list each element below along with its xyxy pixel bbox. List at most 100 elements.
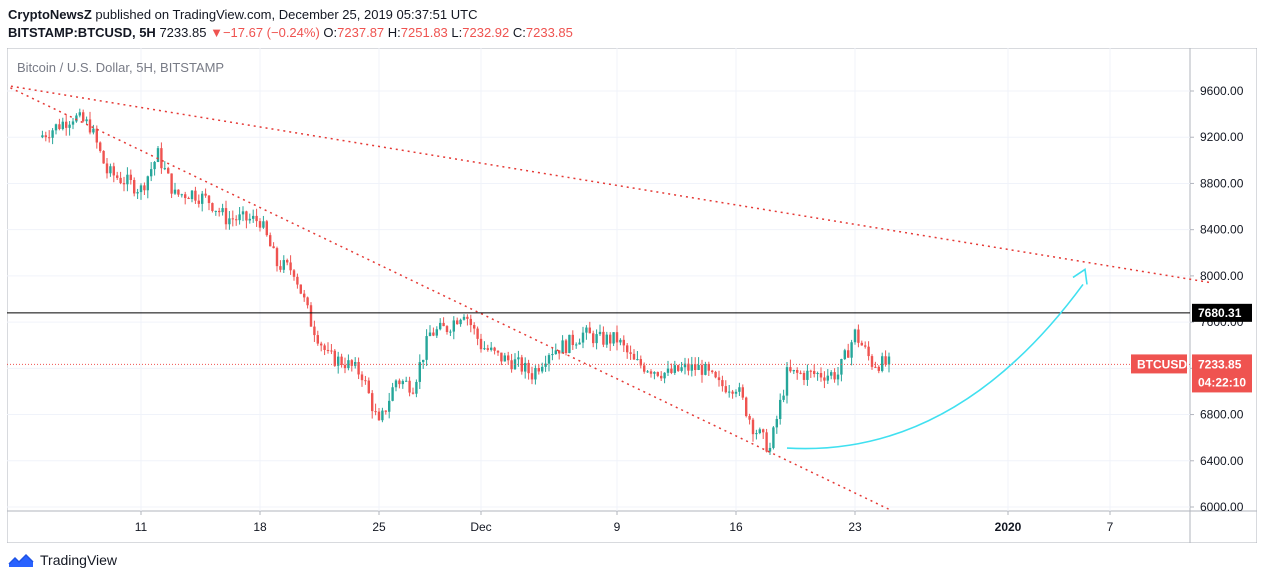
candle-body bbox=[717, 377, 721, 381]
candle-body bbox=[85, 119, 88, 122]
candle-body bbox=[724, 386, 727, 393]
candle-body bbox=[214, 210, 217, 212]
candle-body bbox=[500, 352, 503, 362]
candle-body bbox=[745, 397, 748, 417]
candle-body bbox=[830, 372, 833, 376]
candle-body bbox=[143, 185, 146, 191]
candle-body bbox=[496, 350, 500, 353]
candle-body bbox=[262, 221, 265, 228]
time-tick-label: 11 bbox=[135, 520, 148, 534]
candle-body bbox=[819, 373, 823, 378]
candle-body bbox=[670, 368, 673, 373]
candle-body bbox=[704, 363, 707, 375]
candle-body bbox=[357, 362, 360, 375]
candle-body bbox=[289, 262, 292, 271]
candle-body bbox=[568, 334, 571, 354]
candle-body bbox=[119, 177, 122, 184]
candle-body bbox=[371, 393, 374, 412]
time-tick-label: 18 bbox=[253, 520, 267, 534]
candle-body bbox=[836, 374, 840, 380]
price-tick-label: 6000.00 bbox=[1200, 500, 1244, 514]
candle-body bbox=[411, 392, 415, 394]
projection-curve[interactable] bbox=[786, 283, 1084, 450]
candle-body bbox=[666, 368, 670, 373]
candle-body bbox=[75, 115, 78, 122]
tradingview-brand[interactable]: TradingView bbox=[40, 552, 118, 568]
candle-body bbox=[748, 416, 751, 420]
candle-body bbox=[649, 371, 653, 374]
tradingview-logo-icon[interactable] bbox=[8, 552, 34, 568]
candle-body bbox=[853, 329, 857, 343]
candle-body bbox=[585, 327, 588, 333]
price-tick-label: 8800.00 bbox=[1200, 176, 1244, 190]
chart-frame[interactable]: 9600.00 9200.00 8800.00 8400.00 8000.00 7600.… bbox=[4, 47, 1258, 544]
candle-body bbox=[408, 380, 411, 393]
candle-body bbox=[554, 350, 557, 355]
candle-body bbox=[694, 364, 697, 371]
footer: TradingView bbox=[8, 552, 117, 568]
change-down-icon: ▼ bbox=[210, 25, 223, 40]
candle-body bbox=[65, 121, 68, 128]
candle-body bbox=[445, 326, 449, 333]
projection-arrowhead-icon bbox=[1072, 268, 1088, 285]
candle-body bbox=[874, 366, 877, 368]
candle-body bbox=[551, 354, 554, 356]
candle-body bbox=[520, 357, 523, 372]
candle-body bbox=[864, 345, 867, 347]
candle-body bbox=[452, 320, 455, 332]
symbol-tag-label: BTCUSD bbox=[1137, 357, 1187, 371]
candle-body bbox=[112, 166, 115, 176]
candle-body bbox=[367, 380, 370, 394]
candle-body bbox=[340, 356, 343, 366]
candle-body bbox=[578, 342, 581, 345]
candle-body bbox=[201, 193, 204, 204]
candle-body bbox=[51, 130, 54, 138]
candle-body bbox=[269, 235, 272, 247]
candle-body bbox=[320, 343, 323, 346]
candle-body bbox=[588, 327, 591, 334]
candle-body bbox=[870, 356, 874, 367]
candle-body bbox=[398, 380, 401, 385]
symbol-label[interactable]: BITSTAMP:BTCUSD, 5H bbox=[8, 25, 156, 40]
candle-body bbox=[381, 410, 384, 421]
candle-body bbox=[150, 169, 153, 177]
drawings[interactable]: 7680.31 BTCUSD 7233.85 04:22:10 bbox=[4, 84, 1252, 510]
candle-body bbox=[503, 355, 506, 362]
candle-body bbox=[194, 190, 197, 201]
candle-body bbox=[646, 371, 649, 373]
candle-body bbox=[442, 322, 445, 327]
lower-trendline[interactable] bbox=[4, 84, 890, 510]
candle-body bbox=[785, 367, 789, 396]
candle-body bbox=[116, 175, 119, 178]
candle-body bbox=[207, 195, 211, 204]
price-chart[interactable]: 9600.009200.008800.008400.008000.007600.… bbox=[4, 47, 1258, 544]
candle-body bbox=[275, 248, 279, 267]
candle-body bbox=[391, 387, 394, 401]
candle-body bbox=[656, 372, 659, 376]
candle-body bbox=[428, 332, 432, 337]
candle-body bbox=[163, 168, 166, 170]
candle-body bbox=[775, 419, 778, 428]
candle-body bbox=[796, 369, 799, 373]
candle-body bbox=[806, 370, 809, 380]
candle-body bbox=[58, 124, 61, 130]
candle-body bbox=[469, 318, 472, 326]
candle-body bbox=[180, 194, 183, 196]
candle-body bbox=[476, 328, 479, 339]
candle-body bbox=[615, 332, 619, 343]
author-name[interactable]: CryptoNewsZ bbox=[8, 7, 92, 22]
candle-body bbox=[524, 362, 527, 372]
candle-body bbox=[734, 391, 738, 394]
close-value: 7233.85 bbox=[525, 25, 573, 40]
candle-body bbox=[690, 364, 693, 371]
candle-body bbox=[517, 357, 520, 360]
candle-body bbox=[772, 427, 775, 448]
candle-body bbox=[581, 332, 585, 343]
change-value: −17.67 (−0.24%) bbox=[222, 25, 320, 40]
candle-body bbox=[789, 367, 792, 372]
candle-body bbox=[592, 333, 595, 344]
time-axis[interactable]: 11 18 25 Dec 9 16 23 2020 7 bbox=[135, 511, 1114, 534]
candle-body bbox=[99, 142, 102, 151]
candle-body bbox=[133, 180, 136, 194]
candle-body bbox=[677, 365, 680, 371]
